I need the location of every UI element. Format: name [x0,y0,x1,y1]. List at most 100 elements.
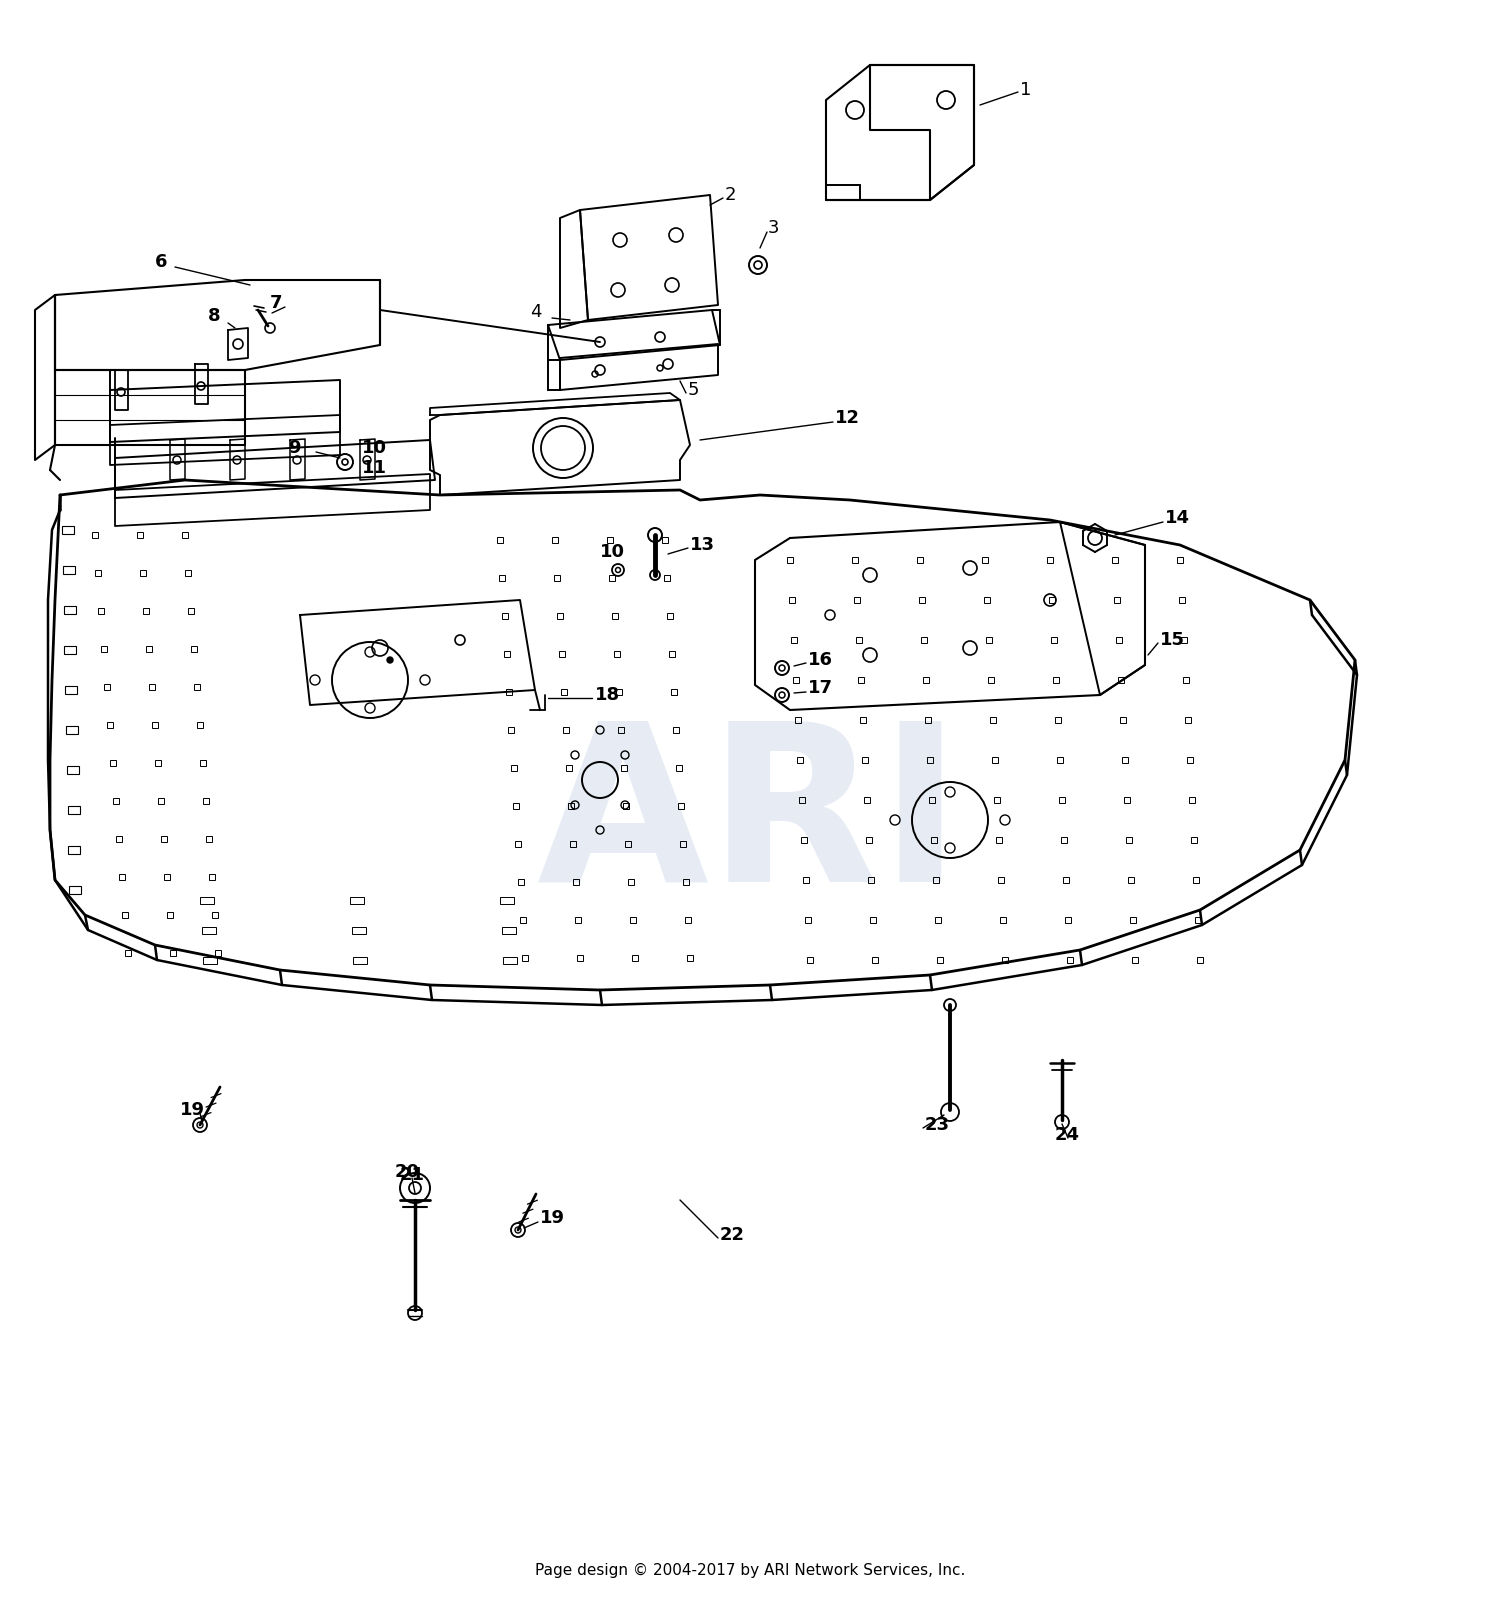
Bar [556,613,562,619]
Bar [927,757,933,764]
Text: 6: 6 [154,253,168,271]
Bar [510,765,516,772]
Text: 22: 22 [720,1225,746,1245]
Bar [630,917,636,922]
Bar [932,837,938,844]
Text: 10: 10 [362,439,387,457]
Bar [998,877,1004,882]
Bar [794,677,800,683]
Bar [933,877,939,882]
Bar [1059,797,1065,804]
Bar [1184,677,1190,683]
Bar [171,950,177,956]
Bar [868,877,874,882]
Bar [1132,958,1138,962]
Bar [504,651,510,658]
Bar [1114,597,1120,603]
Bar [622,804,628,808]
Bar [94,569,100,576]
Text: 18: 18 [596,687,619,704]
Bar [614,651,620,658]
Bar [196,722,202,728]
Bar [1000,917,1006,922]
Text: 8: 8 [209,306,220,326]
Bar [352,958,368,964]
Bar [62,526,74,534]
Bar [921,637,927,643]
Bar [136,533,142,537]
Bar [934,917,940,922]
Bar [988,677,994,683]
Bar [202,958,217,964]
Bar [142,608,148,614]
Bar [608,537,613,544]
Bar [678,804,684,808]
Bar [1065,917,1071,922]
Bar [864,797,870,804]
Bar [669,651,675,658]
Bar [986,637,992,643]
Bar [609,574,615,581]
Text: ARI: ARI [537,714,963,927]
Bar [578,954,584,961]
Text: 19: 19 [540,1209,566,1227]
Bar [674,727,680,733]
Text: 13: 13 [690,536,715,553]
Bar [1120,717,1126,723]
Text: 20: 20 [394,1163,420,1181]
Bar [350,897,364,905]
Bar [69,845,81,853]
Bar [795,717,801,723]
Text: 11: 11 [362,459,387,476]
Bar [789,597,795,603]
Bar [64,646,76,654]
Bar [928,797,934,804]
Bar [612,613,618,619]
Bar [1186,757,1192,764]
Bar [790,637,796,643]
Bar [626,840,632,847]
Text: 2: 2 [724,186,736,204]
Bar [506,690,512,695]
Bar [182,533,188,537]
Bar [216,950,222,956]
Bar [522,954,528,961]
Bar [920,597,926,603]
Circle shape [387,658,393,662]
Bar [1130,917,1136,922]
Bar [520,917,526,922]
Bar [503,958,518,964]
Bar [564,727,570,733]
Bar [858,677,864,683]
Bar [514,840,520,847]
Bar [100,646,106,651]
Bar [871,958,877,962]
Bar [788,557,794,563]
Bar [796,757,802,764]
Bar [500,897,514,905]
Text: 1: 1 [1020,80,1032,99]
Bar [1047,557,1053,563]
Bar [1191,837,1197,844]
Bar [1052,637,1058,643]
Bar [926,717,932,723]
Text: 16: 16 [808,651,832,669]
Bar [994,797,1000,804]
Bar [990,717,996,723]
Bar [104,683,110,690]
Bar [207,836,213,842]
Bar [496,537,502,544]
Bar [618,727,624,733]
Bar [992,757,998,764]
Bar [686,917,692,922]
Bar [1192,877,1198,882]
Bar [513,804,519,808]
Bar [188,608,194,614]
Bar [1064,877,1070,882]
Bar [1058,757,1064,764]
Bar [190,646,196,651]
Bar [560,651,566,658]
Bar [114,799,120,804]
Bar [204,799,210,804]
Bar [200,897,214,905]
